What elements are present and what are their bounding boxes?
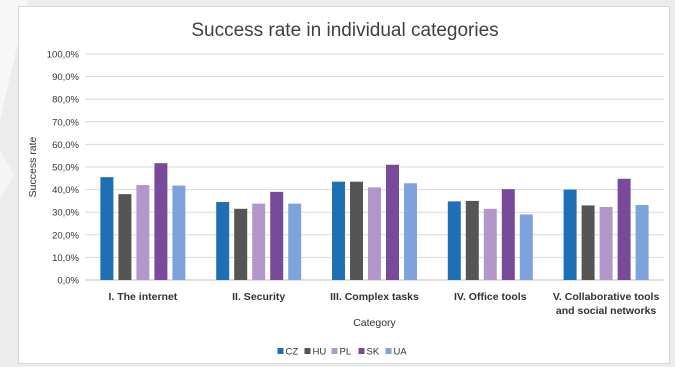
legend-label-sk: SK — [367, 347, 380, 358]
x-axis-categories: I. The internet II. Security III. Complex … — [108, 291, 659, 317]
y-tick-label: 60,0% — [52, 140, 79, 151]
bar-sk-3 — [386, 164, 399, 280]
bars — [100, 163, 649, 280]
y-tick-label: 20,0% — [52, 230, 79, 241]
bar-hu-2 — [234, 208, 248, 280]
bar-ua-5 — [635, 204, 649, 280]
bar-hu-4 — [465, 200, 479, 280]
category-label: II. Security — [232, 291, 285, 303]
category-label: IV. Office tools — [454, 291, 527, 303]
bar-ua-2 — [288, 203, 302, 280]
bar-cz-4 — [447, 201, 461, 280]
y-tick-label: 40,0% — [52, 185, 79, 196]
legend: CZ HU PL SK UA — [277, 347, 408, 358]
y-tick-label: 10,0% — [52, 253, 79, 264]
legend-label-pl: PL — [340, 347, 352, 358]
bar-cz-5 — [563, 189, 577, 280]
bar-sk-2 — [270, 191, 284, 280]
bar-ua-4 — [519, 214, 533, 280]
bar-ua-1 — [172, 185, 186, 280]
category-label: III. Complex tasks — [330, 291, 419, 303]
bar-sk-4 — [501, 189, 515, 280]
y-tick-label: 80,0% — [52, 95, 79, 106]
legend-swatch-hu — [304, 348, 311, 354]
y-tick-label: 30,0% — [52, 208, 79, 219]
bar-pl-2 — [252, 203, 266, 280]
bar-cz-1 — [100, 177, 114, 280]
category-label: V. Collaborative tools — [553, 291, 660, 303]
y-tick-label: 100,0% — [47, 50, 80, 61]
bar-sk-5 — [617, 178, 631, 280]
chart-title: Success rate in individual categories — [191, 20, 498, 41]
y-axis-ticks: 0,0% 10,0% 20,0% 30,0% 40,0% 50,0% 60,0% 70,0% 8… — [47, 50, 80, 287]
bar-cz-2 — [216, 202, 230, 280]
bar-pl-5 — [599, 207, 613, 280]
y-axis-title: Success rate — [27, 136, 39, 197]
chart-card: Success rate in individual categories 0,… — [18, 6, 670, 364]
bar-hu-1 — [118, 194, 132, 280]
y-tick-label: 50,0% — [52, 163, 79, 174]
legend-swatch-pl — [331, 348, 338, 354]
category-label: and social networks — [556, 305, 657, 317]
bar-pl-3 — [368, 187, 381, 280]
legend-swatch-ua — [385, 348, 392, 354]
y-tick-label: 90,0% — [52, 72, 79, 83]
category-label: I. The internet — [108, 291, 177, 303]
bar-hu-5 — [581, 205, 595, 280]
bar-hu-3 — [350, 181, 363, 280]
legend-swatch-sk — [358, 348, 365, 354]
bar-ua-3 — [404, 183, 417, 280]
x-axis-title: Category — [353, 317, 396, 329]
bar-cz-3 — [332, 181, 345, 280]
legend-label-ua: UA — [394, 347, 408, 358]
y-tick-label: 70,0% — [52, 117, 79, 128]
bar-pl-1 — [136, 185, 150, 280]
legend-swatch-cz — [277, 348, 284, 354]
bar-pl-4 — [483, 208, 497, 280]
legend-label-cz: CZ — [286, 347, 299, 358]
legend-label-hu: HU — [313, 347, 327, 358]
bar-sk-1 — [154, 163, 168, 280]
y-tick-label: 0,0% — [57, 276, 79, 287]
chart: Success rate in individual categories 0,… — [27, 20, 664, 358]
